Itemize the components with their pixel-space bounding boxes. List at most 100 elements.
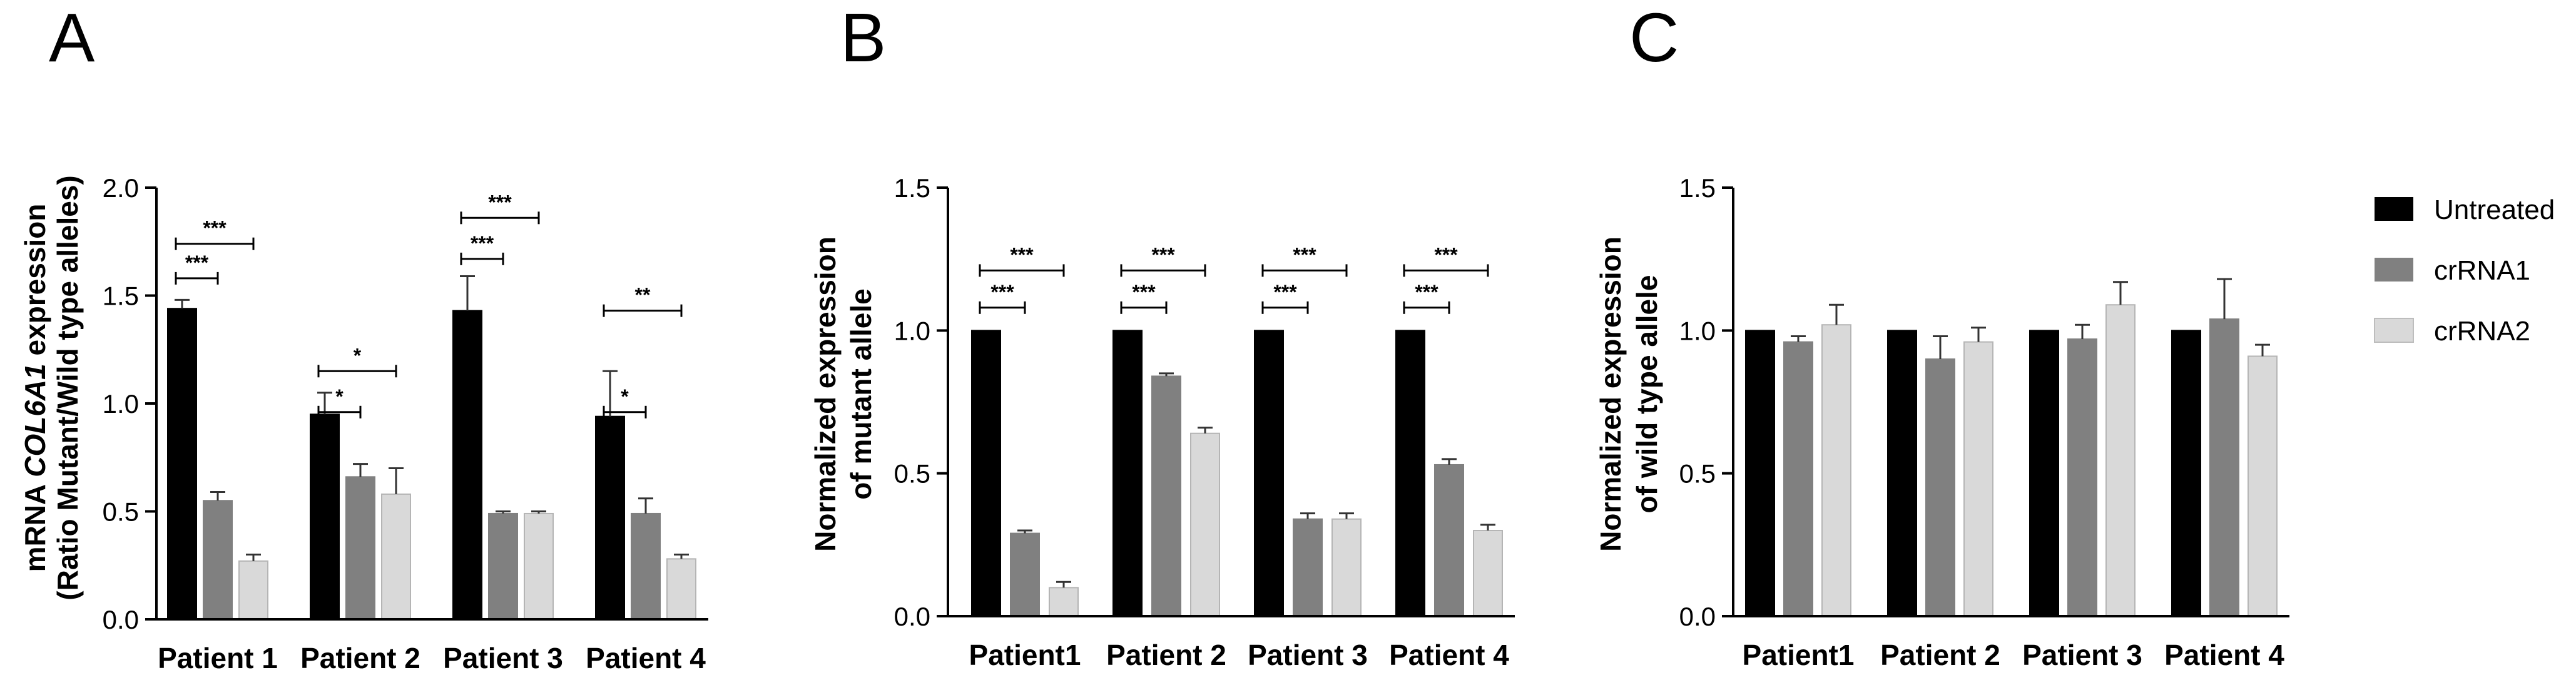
panel-c-bar-crrna1-2	[1925, 358, 1955, 617]
panel-b-bar-crrna2-2	[1190, 432, 1220, 617]
panel-a-sig-label: **	[635, 284, 651, 307]
panel-a-bar-crrna1-3	[488, 512, 518, 621]
panel-a-y-tick-label: 2.0	[103, 173, 139, 203]
panel-b-category-label: Patient1	[969, 639, 1081, 671]
panel-b-y-tick-label: 0.0	[894, 602, 930, 631]
panel-b-bar-crrna2-4	[1473, 530, 1503, 617]
panel-a-sig-label: ***	[185, 251, 209, 274]
panel-a-sig-label: ***	[203, 217, 227, 240]
legend-swatch-crrna2	[2374, 318, 2414, 343]
panel-c-bar-crrna2-1	[1821, 324, 1851, 617]
panel-a-bar-untreated-3	[452, 310, 482, 620]
panel-b-sig-label: ***	[1151, 243, 1175, 266]
legend-label-untreated: Untreated	[2434, 195, 2555, 225]
panel-a-bar-crrna1-2	[345, 476, 375, 620]
legend-label-crrna1: crRNA1	[2434, 255, 2530, 286]
panel-a-y-tick-label: 1.0	[103, 389, 139, 419]
panel-b-sig-label: ***	[990, 281, 1014, 303]
panel-b-plot: 0.0 0.5 1.0 1.5 Patient1 *** *** Patient 2 *** **…	[894, 173, 1515, 671]
panel-c-letter: C	[1629, 0, 1679, 76]
panel-a-category-label: Patient 1	[158, 642, 278, 674]
panel-c-category-label: Patient 3	[2022, 639, 2142, 671]
panel-a-bar-untreated-1	[167, 308, 197, 620]
panel-a-sig-label: *	[354, 344, 362, 367]
panel-c-bar-crrna2-3	[2105, 304, 2136, 617]
panel-c-category-label: Patient 2	[1880, 639, 2000, 671]
panel-b-sig-label: ***	[1434, 243, 1458, 266]
panel-c-bar-untreated-4	[2171, 330, 2201, 617]
panel-a-letter: A	[49, 0, 95, 76]
panel-b-bar-crrna1-1	[1010, 532, 1040, 617]
legend: Untreated crRNA1 crRNA2	[2374, 195, 2555, 347]
panel-a-bar-untreated-4	[595, 415, 625, 620]
panel-b-sig-label: ***	[1132, 281, 1156, 303]
panel-a-bar-crrna2-3	[524, 512, 554, 621]
panel-a-bar-crrna1-1	[203, 500, 233, 620]
panel-c-bar-crrna1-4	[2209, 318, 2239, 617]
panel-b-sig-label: ***	[1293, 243, 1316, 266]
panel-c-ylabel-line1: Normalized expression	[1594, 236, 1627, 552]
panel-b-y-tick-label: 1.5	[894, 173, 930, 203]
panel-c-y-tick-label: 0.0	[1679, 602, 1716, 631]
panel-c-bar-crrna1-1	[1783, 341, 1813, 617]
panel-a-bar-crrna2-2	[381, 493, 411, 621]
panel-b-sig-label: ***	[1010, 243, 1034, 266]
panel-b-letter: B	[840, 0, 886, 76]
panel-a-bar-crrna1-4	[631, 512, 661, 621]
panel-c-bar-untreated-3	[2029, 330, 2059, 617]
panel-b-category-label: Patient 2	[1106, 639, 1226, 671]
panel-c-category-label: Patient 4	[2164, 639, 2284, 671]
panel-c-bar-untreated-2	[1887, 330, 1917, 617]
panel-a-sig-label: *	[335, 385, 344, 408]
panel-b-y-tick-label: 1.0	[894, 316, 930, 345]
panel-c-plot: 0.0 0.5 1.0 1.5 Patient1 Patient 2 Patient 3 Pa…	[1679, 173, 2289, 671]
legend-swatch-crrna1	[2375, 258, 2413, 282]
panel-b-bar-untreated-2	[1112, 330, 1143, 617]
panel-b-bar-untreated-3	[1254, 330, 1284, 617]
panel-b-bar-crrna2-1	[1049, 587, 1079, 617]
panel-b-bar-untreated-1	[971, 330, 1001, 617]
panel-a-sig-label: ***	[471, 232, 494, 255]
panel-c: C Normalized expression of wild type all…	[1594, 0, 2289, 671]
panel-a-category-label: Patient 3	[443, 642, 563, 674]
panel-a-ylabel-line2: (Ratio Mutant/Wild type alleles)	[51, 175, 84, 600]
legend-swatch-untreated	[2375, 197, 2413, 221]
panel-b-bar-crrna1-3	[1293, 518, 1323, 617]
panel-c-y-tick-label: 0.5	[1679, 459, 1716, 489]
panel-b-sig-label: ***	[1415, 281, 1438, 303]
panel-b-ylabel-line2: of mutant allele	[845, 288, 877, 499]
panel-b-bar-crrna1-4	[1434, 464, 1464, 617]
panel-c-y-tick-label: 1.0	[1679, 316, 1716, 345]
panel-b-bar-crrna1-2	[1151, 375, 1181, 617]
panel-c-bar-crrna1-3	[2067, 338, 2097, 617]
panel-b-bar-crrna2-3	[1331, 518, 1362, 617]
panel-b-bar-untreated-4	[1395, 330, 1425, 617]
panel-c-y-tick-label: 1.5	[1679, 173, 1716, 203]
legend-label-crrna2: crRNA2	[2434, 316, 2530, 347]
panel-a-bar-crrna2-1	[238, 560, 268, 620]
panel-a-y-tick-label: 0.0	[103, 605, 139, 634]
panel-b-category-label: Patient 4	[1389, 639, 1509, 671]
panel-c-ylabel-line2: of wild type allele	[1631, 275, 1663, 514]
panel-a-y-tick-label: 0.5	[103, 497, 139, 527]
panel-a-sig-label: ***	[488, 191, 512, 213]
panel-a-bar-untreated-2	[310, 413, 340, 620]
panel-a-bar-crrna2-4	[666, 558, 696, 621]
panel-a-y-tick-label: 1.5	[103, 282, 139, 311]
panel-a-category-label: Patient 4	[586, 642, 706, 674]
panel-a-ylabel-line1: mRNA COL6A1 expression	[19, 204, 51, 572]
panel-c-bar-crrna2-4	[2248, 355, 2278, 617]
panel-b-category-label: Patient 3	[1248, 639, 1368, 671]
panel-b: B Normalized expression of mutant allele…	[809, 0, 1515, 671]
panel-c-category-label: Patient1	[1743, 639, 1855, 671]
panel-a-category-label: Patient 2	[300, 642, 420, 674]
panel-c-bar-untreated-1	[1745, 330, 1775, 617]
panel-b-y-tick-label: 0.5	[894, 459, 930, 489]
panel-b-sig-label: ***	[1273, 281, 1297, 303]
panel-c-bar-crrna2-2	[1963, 341, 1993, 617]
panel-a-sig-label: *	[621, 385, 629, 408]
panel-b-ylabel-line1: Normalized expression	[809, 236, 842, 552]
panel-a: A mRNA COL6A1 expression (Ratio Mutant/W…	[19, 0, 708, 674]
